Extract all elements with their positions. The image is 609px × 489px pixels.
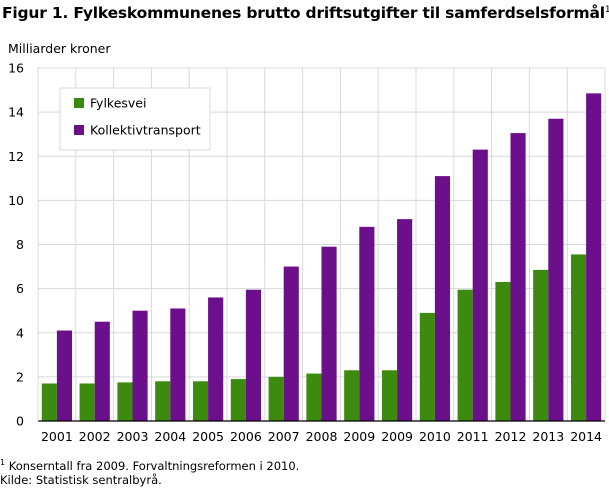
bar-kollektivtransport-2007-6 xyxy=(283,266,299,421)
legend-box xyxy=(59,87,211,151)
y-axis-unit-label: Milliarder kroner xyxy=(8,41,111,56)
y-tick-label-8: 8 xyxy=(16,237,24,252)
x-tick-label-1: 2002 xyxy=(79,429,111,444)
y-tick-label-16: 16 xyxy=(8,61,24,76)
legend: Fylkesvei Kollektivtransport xyxy=(59,87,211,151)
bar-fylkesvei-2008-7 xyxy=(306,373,322,421)
bar-kollektivtransport-2001-0 xyxy=(56,330,73,421)
bar-kollektivtransport-2011-11 xyxy=(472,149,488,421)
source-note: Kilde: Statistisk sentralbyrå. xyxy=(0,473,162,487)
bar-fylkesvei-2011-11 xyxy=(457,289,473,421)
x-tick-label-8: 2009 xyxy=(343,429,375,444)
bar-kollektivtransport-2002-1 xyxy=(94,321,110,421)
bar-kollektivtransport-2013-13 xyxy=(548,118,564,422)
y-tick-label-2: 2 xyxy=(16,369,24,384)
footnote-text: Konserntall fra 2009. Forvaltningsreform… xyxy=(8,458,300,473)
y-tick-label-12: 12 xyxy=(8,149,24,164)
bar-kollektivtransport-2009-8 xyxy=(359,226,375,421)
bar-fylkesvei-2004-3 xyxy=(155,381,171,421)
x-tick-label-4: 2005 xyxy=(192,429,224,444)
chart-title-text: Figur 1. Fylkeskommunenes brutto driftsu… xyxy=(2,4,605,22)
bar-kollektivtransport-2010-10 xyxy=(434,176,451,421)
bar-kollektivtransport-2014-14 xyxy=(586,93,602,421)
bar-fylkesvei-2007-6 xyxy=(268,376,284,421)
title-footnote-mark: 1 xyxy=(604,4,609,15)
x-tick-label-9: 2009 xyxy=(381,429,413,444)
bar-fylkesvei-2013-13 xyxy=(533,269,549,421)
legend-label-fylkesvei: Fylkesvei xyxy=(90,96,146,111)
x-tick-label-5: 2006 xyxy=(230,429,262,444)
bar-fylkesvei-2002-1 xyxy=(79,383,95,421)
bar-kollektivtransport-2006-5 xyxy=(245,289,262,421)
chart-title: Figur 1. Fylkeskommunenes brutto driftsu… xyxy=(2,4,609,22)
bar-fylkesvei-2003-2 xyxy=(117,382,133,421)
bar-kollektivtransport-2004-3 xyxy=(170,308,186,421)
x-tick-label-6: 2007 xyxy=(268,429,300,444)
bar-kollektivtransport-2012-12 xyxy=(510,133,526,421)
bar-fylkesvei-2014-14 xyxy=(570,254,587,421)
bar-chart: 0 2 4 6 8 10 12 14 16 2001 2002 2003 2004 2005 2006 200… xyxy=(8,61,606,444)
bar-kollektivtransport-2005-4 xyxy=(208,297,224,421)
bar-fylkesvei-2009-8 xyxy=(344,370,360,421)
x-tick-label-7: 2008 xyxy=(306,429,338,444)
bar-fylkesvei-2006-5 xyxy=(230,379,246,421)
y-tick-label-4: 4 xyxy=(16,325,24,340)
legend-swatch-kollektivtransport xyxy=(74,125,84,135)
bars xyxy=(41,93,602,422)
bar-fylkesvei-2001-0 xyxy=(41,383,57,421)
bar-fylkesvei-2010-10 xyxy=(419,312,435,421)
bar-fylkesvei-2009-9 xyxy=(381,370,398,421)
x-tick-label-12: 2012 xyxy=(495,429,527,444)
bar-fylkesvei-2005-4 xyxy=(192,381,209,421)
y-tick-label-6: 6 xyxy=(16,281,24,296)
footnote-mark: 1 xyxy=(0,458,6,467)
bar-kollektivtransport-2008-7 xyxy=(321,246,337,421)
x-tick-label-2: 2003 xyxy=(117,429,149,444)
bar-kollektivtransport-2003-2 xyxy=(132,310,148,421)
x-tick-label-10: 2010 xyxy=(419,429,451,444)
x-tick-label-3: 2004 xyxy=(154,429,186,444)
y-tick-label-0: 0 xyxy=(16,414,24,429)
footnote: 1 Konserntall fra 2009. Forvaltningsrefo… xyxy=(0,458,299,473)
y-tick-label-10: 10 xyxy=(8,193,24,208)
legend-swatch-fylkesvei xyxy=(74,98,84,108)
x-tick-label-13: 2013 xyxy=(532,429,564,444)
axes: 0 2 4 6 8 10 12 14 16 2001 2002 2003 2004 2005 2006 200… xyxy=(8,61,605,444)
x-tick-label-11: 2011 xyxy=(457,429,489,444)
x-tick-label-0: 2001 xyxy=(41,429,73,444)
y-tick-label-14: 14 xyxy=(8,105,24,120)
bar-fylkesvei-2012-12 xyxy=(495,282,511,421)
bar-kollektivtransport-2009-9 xyxy=(397,219,413,421)
legend-label-kollektivtransport: Kollektivtransport xyxy=(90,123,201,138)
x-tick-label-14: 2014 xyxy=(570,429,602,444)
